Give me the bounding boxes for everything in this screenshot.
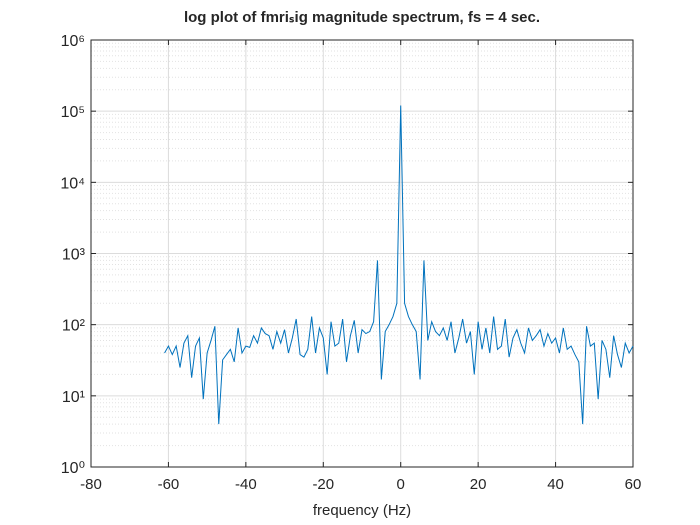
x-tick-label: 40 [547,476,564,493]
x-axis-label: frequency (Hz) [313,502,411,519]
y-tick-label: 10⁴ [60,175,85,192]
x-tick-label: -20 [312,476,334,493]
y-tick-label: 10⁰ [61,460,85,477]
y-tick-label: 10³ [62,247,86,264]
x-tick-label: -40 [235,476,257,493]
x-tick-label: 20 [470,476,487,493]
spectrum-line [164,105,634,425]
y-tick-label: 10⁶ [61,33,85,50]
chart-title: log plot of fmriₛig magnitude spectrum, … [184,9,540,26]
x-tick-label: 0 [397,476,405,493]
y-tick-label: 10² [62,318,86,335]
x-tick-label: -80 [80,476,102,493]
y-tick-label: 10⁵ [61,104,85,121]
x-tick-label: 60 [625,476,642,493]
axes-box [90,39,634,468]
y-tick-label: 10¹ [62,389,85,406]
x-tick-label: -60 [158,476,180,493]
